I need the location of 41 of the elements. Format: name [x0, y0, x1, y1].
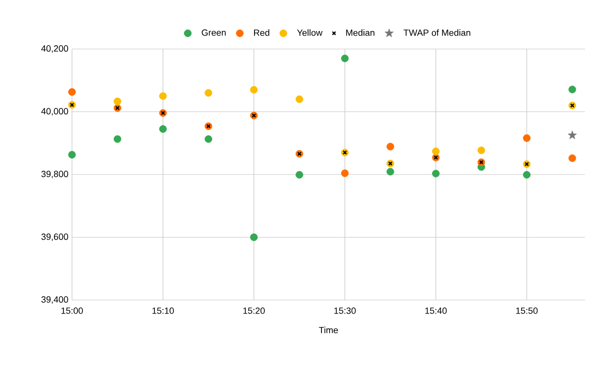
point: [522, 134, 531, 142]
point: [68, 88, 76, 96]
x-axis-title: Time: [318, 326, 338, 334]
point: [68, 150, 76, 159]
point: [341, 54, 349, 62]
x-tick-label: 15:50: [516, 308, 538, 314]
point: [250, 86, 258, 94]
point: [568, 86, 576, 94]
x-tick-label: 15:10: [152, 308, 174, 314]
x-tick-label: 15:30: [334, 308, 356, 314]
legend-label: Green: [202, 29, 226, 36]
point: [204, 89, 212, 97]
point: [296, 95, 304, 103]
point: [432, 170, 440, 178]
legend-label: Median: [346, 29, 374, 36]
y-tick-label: 39,400: [41, 296, 68, 304]
point: [522, 171, 531, 179]
y-tick-label: 40,200: [41, 45, 68, 53]
point: [159, 125, 167, 133]
point: [478, 146, 486, 154]
legend-label: TWAP of Median: [404, 29, 470, 36]
y-tick-label: 40,000: [41, 108, 68, 116]
point: [204, 135, 212, 143]
point: [114, 98, 122, 106]
point: [159, 92, 167, 100]
x-tick-label: 15:40: [425, 308, 447, 314]
y-tick-label: 39,800: [41, 170, 68, 178]
point: [386, 142, 394, 150]
point: [341, 169, 349, 178]
x-tick-label: 15:20: [243, 308, 265, 314]
legend-label: Yellow: [297, 29, 323, 36]
point: [296, 171, 304, 179]
y-tick-label: 39,600: [41, 234, 68, 241]
point: [386, 168, 394, 176]
point: [250, 233, 258, 242]
x-tick-label: 15:00: [61, 308, 83, 314]
point: [432, 147, 440, 156]
point: [568, 154, 576, 162]
point: [114, 135, 122, 143]
legend-label: Red: [254, 29, 270, 36]
point: [568, 130, 577, 140]
